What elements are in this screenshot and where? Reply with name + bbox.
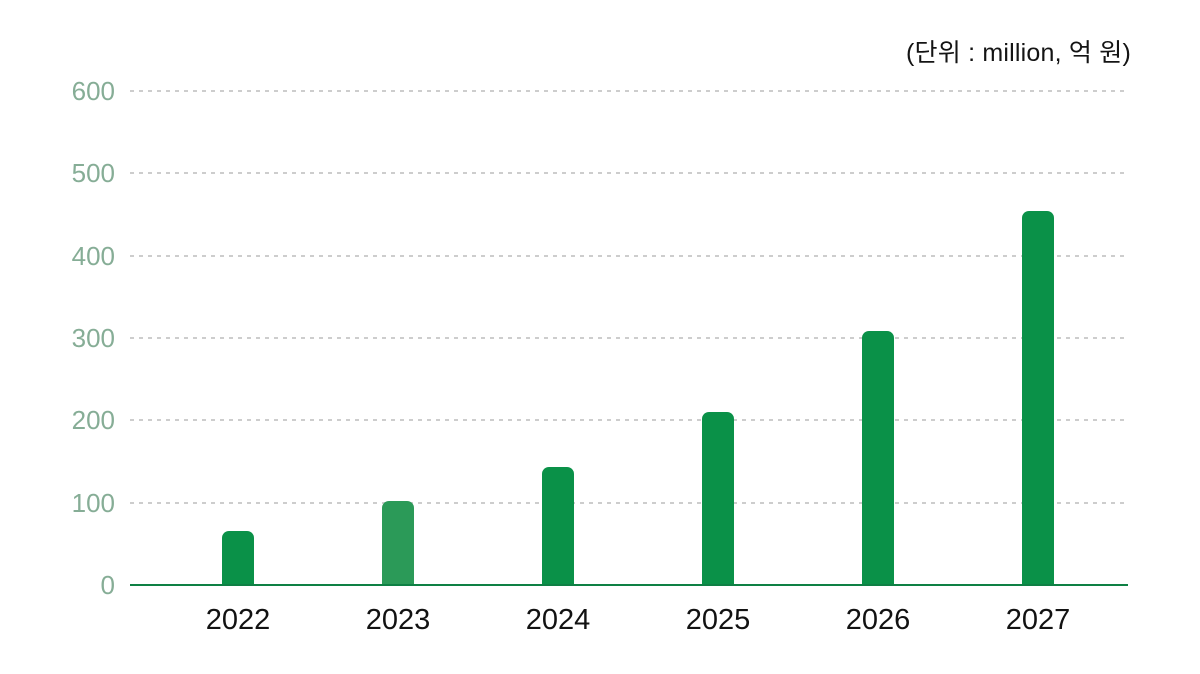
x-axis-label-2025: 2025 <box>685 604 751 636</box>
y-axis-label-300: 300 <box>71 323 115 353</box>
x-axis-label-2024: 2024 <box>525 604 591 636</box>
gridline-100 <box>130 501 1128 504</box>
bar-2022 <box>222 530 254 585</box>
y-axis-label-100: 100 <box>71 487 115 518</box>
x-axis-label-2026: 2026 <box>845 604 911 636</box>
bar-slot-2024 <box>478 91 638 585</box>
bar-2025 <box>702 412 734 585</box>
x-axis: 2022 2023 2024 2025 2026 2027 <box>158 604 1118 637</box>
gridline-600 <box>130 90 1128 92</box>
bar-2027 <box>1022 211 1054 585</box>
y-axis-label-500: 500 <box>71 158 115 189</box>
gridline-500 <box>130 172 1128 175</box>
x-axis-label-2023: 2023 <box>365 604 431 636</box>
bar-slot-2027 <box>958 91 1118 585</box>
bar-slot-2026 <box>798 91 958 585</box>
plot-area <box>130 90 1128 586</box>
y-axis-label-0: 0 <box>100 570 115 600</box>
bars-row <box>158 91 1118 585</box>
y-axis-label-200: 200 <box>71 405 115 436</box>
y-axis: 0 100 200 300 400 500 600 <box>0 78 115 598</box>
bar-slot-2023 <box>318 91 478 585</box>
gridline-400 <box>130 254 1128 257</box>
bar-slot-2022 <box>158 91 318 585</box>
y-axis-label-600: 600 <box>71 76 115 106</box>
bar-slot-2025 <box>638 91 798 585</box>
gridline-200 <box>130 419 1128 422</box>
x-axis-baseline <box>130 584 1128 586</box>
bar-2024 <box>542 467 574 585</box>
bar-2026 <box>862 330 894 585</box>
bar-2023 <box>382 501 414 585</box>
gridline-300 <box>130 337 1128 339</box>
x-axis-label-2022: 2022 <box>205 604 271 636</box>
y-axis-label-400: 400 <box>71 240 115 271</box>
x-axis-label-2027: 2027 <box>1005 604 1071 636</box>
chart-unit-note: (단위 : million, 억 원) <box>906 39 1131 67</box>
